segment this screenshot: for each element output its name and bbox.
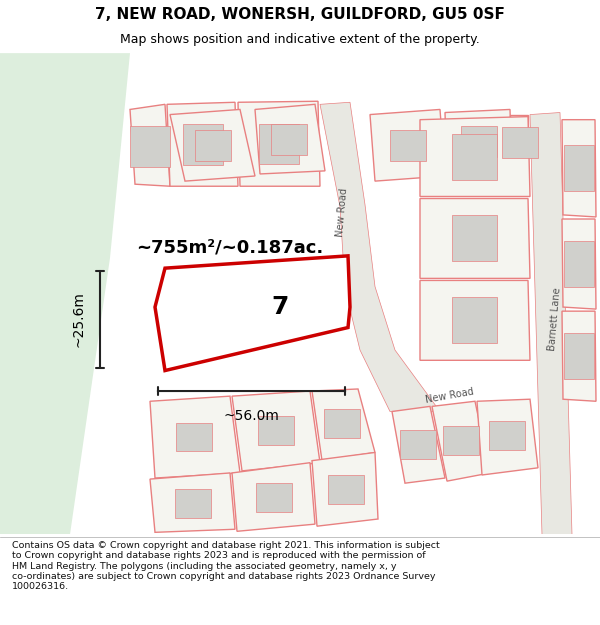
Polygon shape: [176, 422, 212, 451]
Text: ~56.0m: ~56.0m: [224, 409, 280, 424]
Text: ~755m²/~0.187ac.: ~755m²/~0.187ac.: [136, 239, 323, 257]
Polygon shape: [320, 102, 440, 411]
Polygon shape: [452, 298, 497, 343]
Polygon shape: [232, 462, 315, 531]
Polygon shape: [452, 216, 497, 261]
Polygon shape: [150, 396, 240, 478]
Polygon shape: [167, 102, 238, 186]
Polygon shape: [400, 431, 436, 459]
Polygon shape: [461, 126, 497, 157]
Polygon shape: [312, 452, 378, 526]
Polygon shape: [562, 311, 596, 401]
Polygon shape: [194, 130, 230, 161]
Polygon shape: [510, 114, 528, 171]
Polygon shape: [238, 101, 320, 186]
Polygon shape: [420, 281, 530, 360]
Polygon shape: [562, 219, 596, 309]
Polygon shape: [324, 409, 360, 437]
Text: Contains OS data © Crown copyright and database right 2021. This information is : Contains OS data © Crown copyright and d…: [12, 541, 440, 591]
Polygon shape: [155, 256, 350, 371]
Polygon shape: [452, 134, 497, 181]
Polygon shape: [150, 473, 235, 532]
Polygon shape: [530, 112, 572, 534]
Polygon shape: [255, 104, 325, 174]
Polygon shape: [130, 126, 170, 166]
Polygon shape: [175, 489, 211, 518]
Text: Map shows position and indicative extent of the property.: Map shows position and indicative extent…: [120, 33, 480, 46]
Polygon shape: [502, 127, 538, 158]
Polygon shape: [420, 117, 530, 196]
Polygon shape: [420, 199, 530, 278]
Polygon shape: [130, 104, 170, 186]
Text: New Road: New Road: [335, 187, 349, 237]
Polygon shape: [432, 401, 490, 481]
Polygon shape: [258, 416, 294, 444]
Text: New Road: New Road: [425, 387, 475, 406]
Polygon shape: [443, 426, 479, 455]
Polygon shape: [271, 124, 307, 155]
Polygon shape: [477, 399, 538, 475]
Polygon shape: [392, 406, 445, 483]
Polygon shape: [370, 109, 445, 181]
Polygon shape: [445, 109, 512, 174]
Text: ~25.6m: ~25.6m: [71, 291, 85, 348]
Text: 7: 7: [271, 295, 289, 319]
Polygon shape: [562, 119, 596, 217]
Polygon shape: [564, 145, 594, 191]
Polygon shape: [256, 483, 292, 512]
Polygon shape: [170, 109, 255, 181]
Polygon shape: [312, 389, 375, 461]
Text: Barnett Lane: Barnett Lane: [547, 288, 563, 351]
Polygon shape: [232, 391, 320, 471]
Polygon shape: [489, 421, 525, 450]
Polygon shape: [389, 130, 425, 161]
Text: 7, NEW ROAD, WONERSH, GUILDFORD, GU5 0SF: 7, NEW ROAD, WONERSH, GUILDFORD, GU5 0SF: [95, 8, 505, 22]
Polygon shape: [182, 124, 223, 165]
Polygon shape: [259, 124, 299, 164]
Polygon shape: [0, 53, 130, 534]
Polygon shape: [564, 241, 594, 287]
Polygon shape: [328, 475, 364, 504]
Polygon shape: [564, 332, 594, 379]
